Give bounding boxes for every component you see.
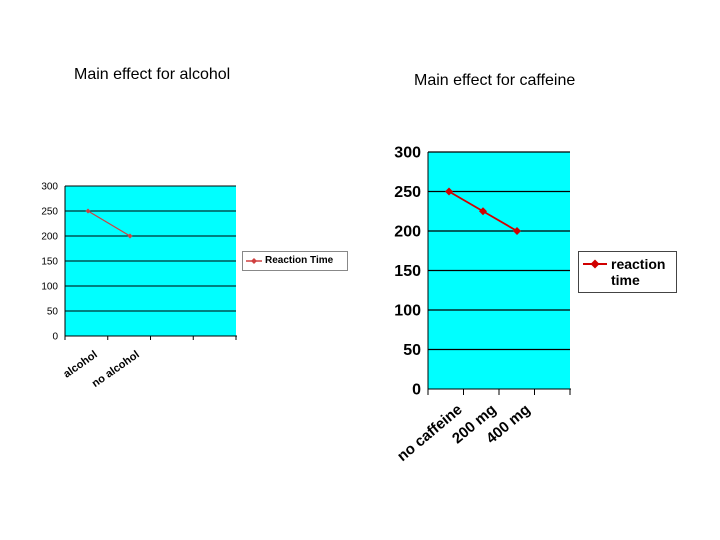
data-point-caffeine-0 bbox=[445, 187, 453, 196]
x-category-label-alcohol-0: alcohol bbox=[61, 349, 99, 381]
y-tick-label-alcohol-150: 150 bbox=[41, 257, 58, 268]
data-point-alcohol-1 bbox=[127, 233, 133, 239]
y-tick-label-alcohol-200: 200 bbox=[41, 232, 58, 243]
legend-marker-caffeine bbox=[583, 259, 607, 269]
y-tick-label-alcohol-300: 300 bbox=[41, 182, 58, 193]
legend-label-caffeine: reaction time bbox=[611, 256, 666, 288]
data-point-caffeine-2 bbox=[513, 227, 521, 235]
y-tick-label-alcohol-50: 50 bbox=[47, 307, 59, 318]
data-point-alcohol-0 bbox=[85, 208, 91, 214]
y-tick-label-caffeine-300: 300 bbox=[394, 145, 421, 162]
y-tick-label-caffeine-100: 100 bbox=[394, 303, 421, 320]
y-tick-label-caffeine-50: 50 bbox=[403, 342, 421, 359]
chart-title-caffeine: Main effect for caffeine bbox=[414, 72, 576, 89]
chart-title-alcohol: Main effect for alcohol bbox=[74, 66, 231, 83]
y-tick-label-caffeine-200: 200 bbox=[394, 224, 421, 241]
x-category-label-alcohol-1: no alcohol bbox=[90, 349, 142, 390]
y-tick-label-alcohol-0: 0 bbox=[52, 332, 58, 343]
y-tick-label-caffeine-0: 0 bbox=[412, 382, 421, 399]
legend-label-alcohol: Reaction Time bbox=[265, 255, 334, 266]
data-point-caffeine-1 bbox=[479, 207, 487, 216]
series-line-alcohol bbox=[87, 210, 131, 237]
legend-caffeine: reaction time bbox=[578, 251, 677, 293]
y-tick-label-caffeine-250: 250 bbox=[394, 184, 421, 201]
y-tick-label-alcohol-250: 250 bbox=[41, 207, 58, 218]
legend-alcohol: Reaction Time bbox=[242, 251, 348, 271]
y-tick-label-caffeine-150: 150 bbox=[394, 263, 421, 280]
legend-marker-alcohol bbox=[246, 258, 262, 264]
y-tick-label-alcohol-100: 100 bbox=[41, 282, 58, 293]
